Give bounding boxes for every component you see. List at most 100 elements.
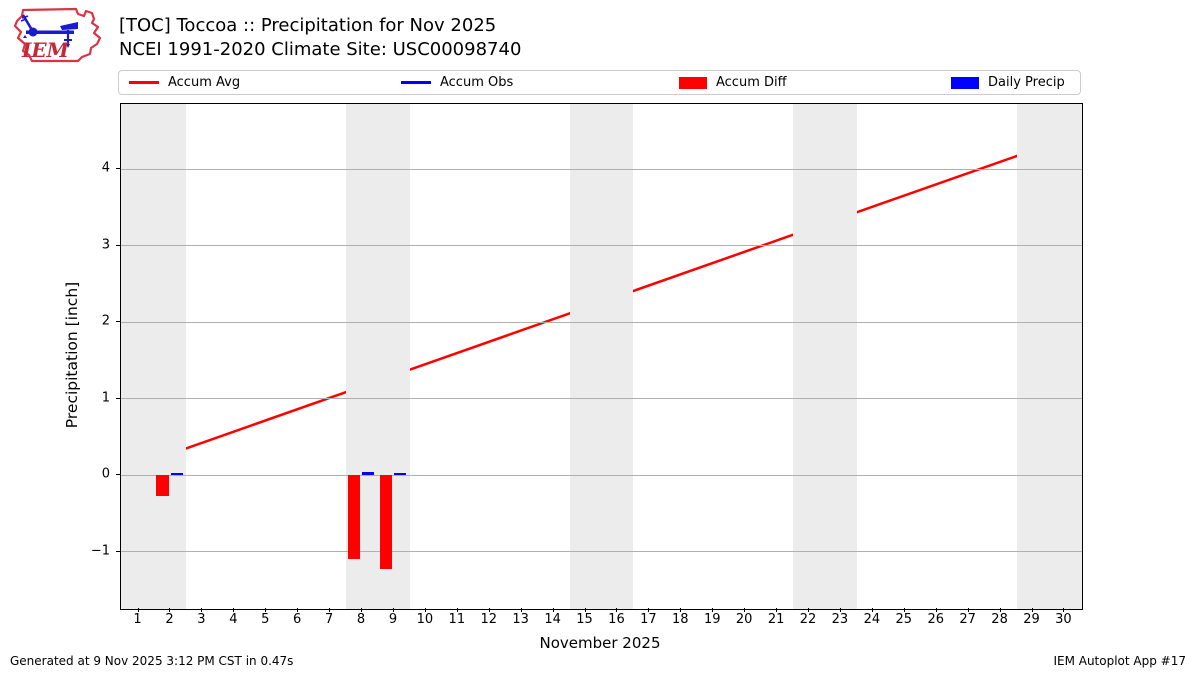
x-tick-mark [329,608,331,612]
x-tick-label: 29 [1023,612,1040,627]
y-tick-mark [116,474,120,476]
x-tick-mark [392,608,394,612]
x-tick-label: 11 [448,612,466,627]
accum-diff-bar [156,475,169,496]
gridline [121,321,1082,323]
chart-subtitle: NCEI 1991-2020 Climate Site: USC00098740 [119,39,522,60]
x-tick-label: 26 [927,612,944,627]
legend-label: Daily Precip [988,75,1065,90]
legend: Accum Avg Accum Obs Accum Diff Daily Precip [118,70,1081,95]
x-tick-label: 14 [544,612,561,627]
weekend-band [121,104,187,609]
chart-title-block: [TOC] Toccoa :: Precipitation for Nov 20… [119,14,521,62]
x-tick-mark [871,608,873,612]
legend-label: Accum Avg [168,75,241,90]
y-tick-label: 0 [101,466,110,482]
x-tick-label: 10 [416,612,434,627]
x-tick-label: 19 [703,612,721,627]
iem-logo: IEM [13,7,102,63]
weekend-band [1016,104,1082,609]
y-tick-label: 2 [101,313,110,329]
x-tick-label: 17 [640,612,657,627]
x-tick-mark [967,608,969,612]
x-tick-mark [169,608,171,612]
generated-timestamp: Generated at 9 Nov 2025 3:12 PM CST in 0… [10,654,294,668]
gridline [121,551,1082,553]
gridline [121,398,1082,400]
y-tick-label: 3 [101,237,110,253]
x-tick-mark [648,608,650,612]
x-tick-mark [520,608,522,612]
weekend-band [569,104,634,609]
x-tick-mark [839,608,841,612]
daily-precip-swatch [951,76,979,89]
y-tick-label: −1 [90,543,110,559]
x-tick-mark [903,608,905,612]
chart-title: [TOC] Toccoa :: Precipitation for Nov 20… [119,15,497,36]
accum-avg-swatch [129,81,159,84]
legend-entry: Daily Precip [951,71,1065,94]
daily-precip-bar [170,473,183,476]
x-tick-mark [488,608,490,612]
accum-diff-bar [379,475,393,570]
legend-label: Accum Obs [440,75,514,90]
x-tick-label: 22 [799,612,817,627]
x-tick-label: 7 [324,612,334,627]
x-tick-mark [552,608,554,612]
legend-entry: Accum Diff [679,71,787,94]
x-tick-label: 28 [991,612,1008,627]
x-axis-label: November 2025 [539,634,661,652]
x-tick-mark [137,608,139,612]
y-tick-mark [116,550,120,552]
x-tick-mark [808,608,810,612]
x-tick-mark [712,608,714,612]
x-tick-mark [776,608,778,612]
x-tick-label: 30 [1055,612,1072,627]
y-tick-mark [116,321,120,323]
accum-obs-swatch [401,81,431,84]
x-tick-label: 20 [735,612,753,627]
plot-area [120,103,1083,610]
x-tick-mark [233,608,235,612]
x-tick-mark [424,608,426,612]
weather-station-icon [20,14,78,48]
x-tick-label: 2 [165,612,174,627]
x-tick-label: 24 [863,612,881,627]
x-tick-mark [201,608,203,612]
x-tick-label: 25 [895,612,913,627]
gridline [121,474,1082,476]
x-tick-mark [1063,608,1065,612]
iem-logo-text: IEM [21,38,70,62]
accum-diff-swatch [679,76,707,89]
app-credit: IEM Autoplot App #17 [1053,654,1186,668]
gridline [121,245,1082,247]
y-tick-mark [116,397,120,399]
x-tick-mark [584,608,586,612]
x-tick-label: 3 [197,612,206,627]
x-tick-label: 13 [512,612,529,627]
x-tick-mark [616,608,618,612]
x-tick-label: 4 [229,612,238,627]
x-tick-label: 21 [767,612,785,627]
daily-precip-bar [362,472,375,476]
x-tick-mark [265,608,267,612]
y-tick-label: 1 [101,390,110,406]
x-tick-label: 12 [480,612,498,627]
x-tick-mark [1031,608,1033,612]
gridline [121,168,1082,170]
y-tick-label: 4 [101,160,110,176]
legend-label: Accum Diff [716,75,787,90]
iowa-outline [13,7,102,63]
x-tick-label: 18 [672,612,689,627]
x-tick-mark [456,608,458,612]
x-tick-label: 9 [388,612,398,627]
y-tick-mark [116,244,120,246]
legend-entry: Accum Avg [129,71,240,94]
x-tick-mark [935,608,937,612]
accum-diff-bar [348,475,361,560]
legend-entry: Accum Obs [401,71,513,94]
x-tick-mark [680,608,682,612]
x-tick-label: 27 [959,612,976,627]
x-tick-label: 8 [356,612,366,627]
